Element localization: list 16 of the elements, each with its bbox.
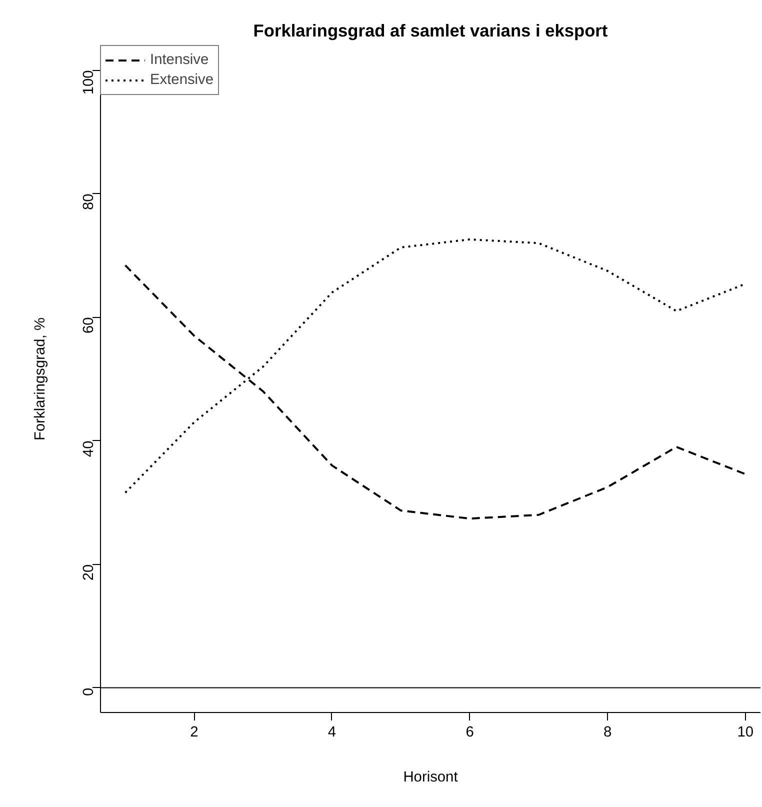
x-tick-label: 8 — [603, 724, 612, 740]
legend-label: Extensive — [150, 72, 214, 88]
x-tick-label: 6 — [466, 724, 474, 740]
y-tick-label: 20 — [81, 564, 97, 581]
x-tick-label: 2 — [190, 724, 198, 740]
y-tick-label: 60 — [81, 317, 97, 334]
y-tick-label: 0 — [81, 688, 97, 696]
x-axis-title: Horisont — [403, 770, 458, 786]
y-tick-label: 40 — [81, 440, 97, 458]
legend-label: Intensive — [150, 52, 209, 68]
x-tick-label: 4 — [328, 724, 336, 740]
y-tick-label: 80 — [81, 194, 97, 210]
y-axis-title: Forklaringsgrad, % — [32, 318, 48, 440]
x-tick-label: 10 — [737, 724, 754, 740]
chart-title: Forklaringsgrad af samlet varians i eksport — [253, 20, 608, 40]
y-tick-label: 100 — [81, 70, 97, 95]
